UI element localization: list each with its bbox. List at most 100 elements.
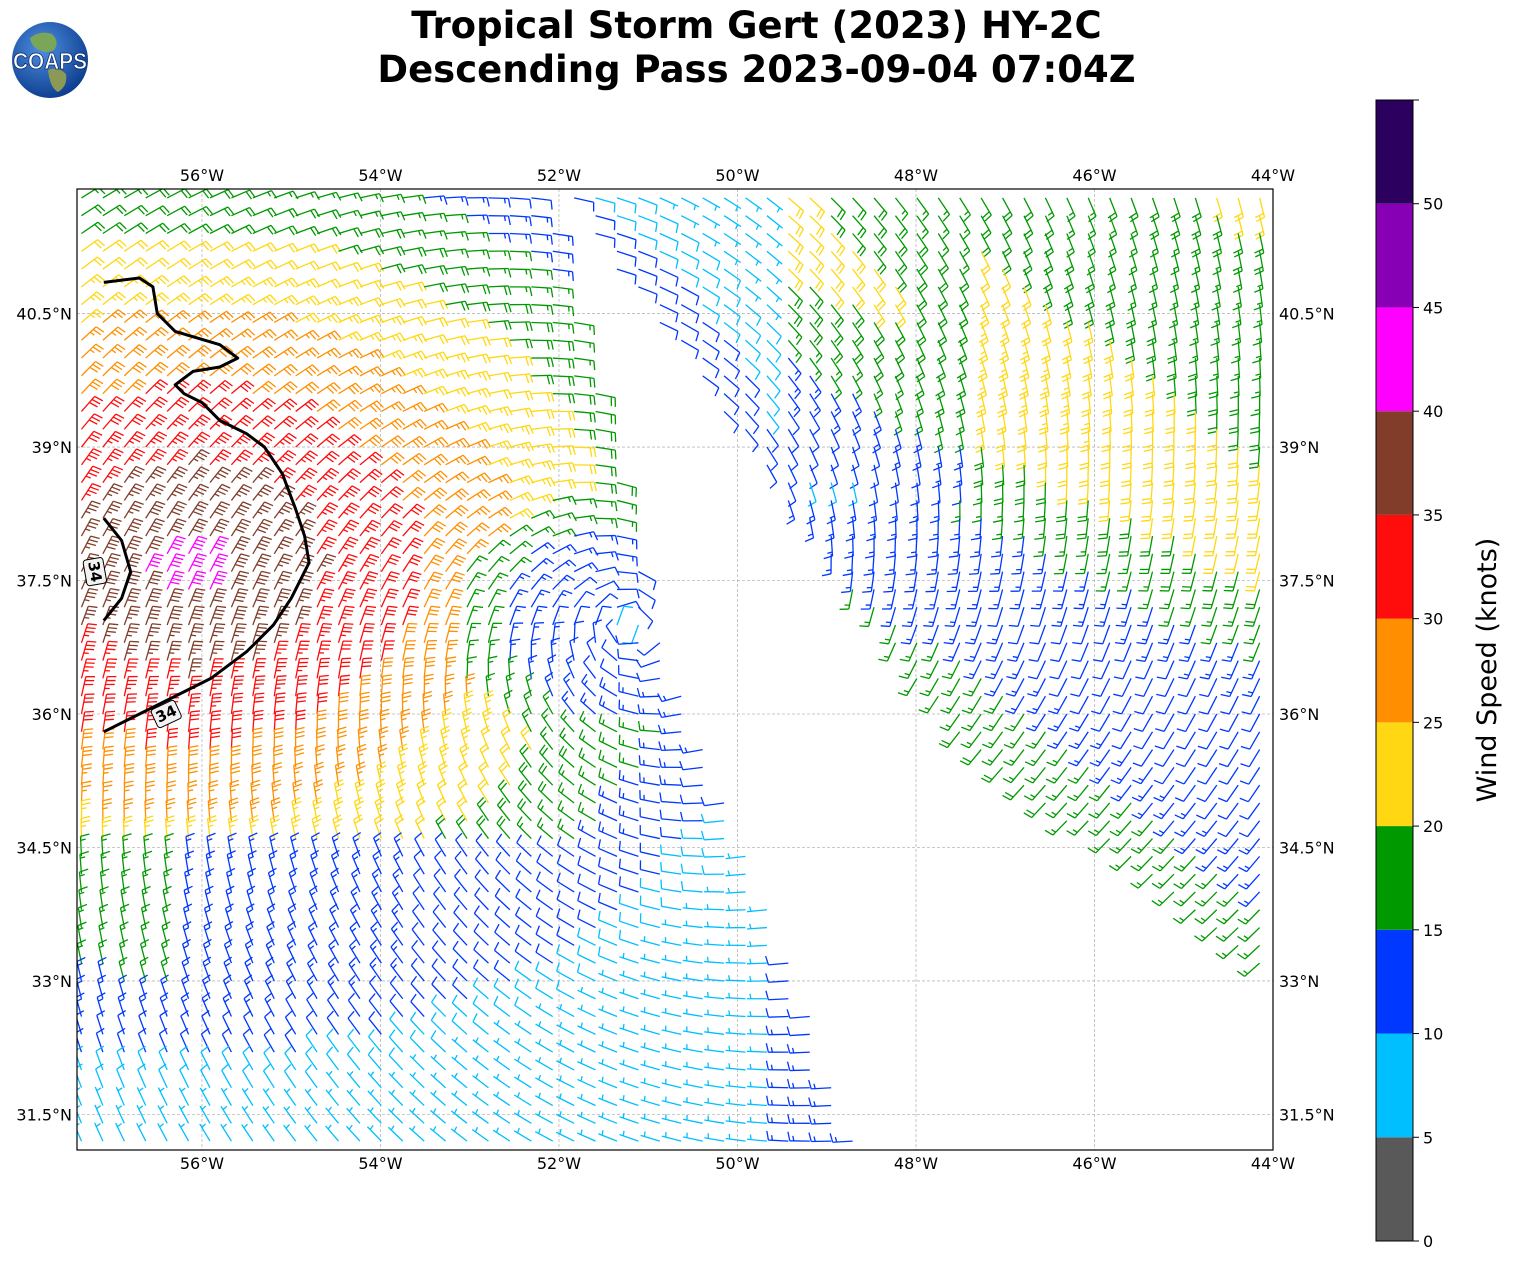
wind-barb — [574, 498, 598, 508]
wind-barb — [927, 535, 939, 559]
wind-barb — [509, 250, 533, 262]
wind-barb — [786, 1009, 810, 1019]
wind-barb — [242, 1045, 254, 1071]
wind-barb — [1238, 820, 1261, 838]
wind-barb — [1113, 660, 1132, 680]
wind-barb — [209, 710, 222, 732]
wind-barb — [431, 940, 447, 964]
wind-barb — [619, 1095, 639, 1107]
wind-barb — [166, 623, 183, 644]
wind-barb — [102, 309, 126, 323]
wind-barb — [472, 1055, 489, 1071]
wind-barb — [531, 426, 555, 437]
wind-barb — [380, 503, 404, 519]
wind-barb — [552, 445, 576, 456]
wind-barb — [702, 268, 721, 289]
wind-barb — [209, 293, 234, 306]
wind-barb — [1028, 642, 1047, 662]
wind-barb — [316, 347, 342, 359]
wind-barb — [230, 727, 242, 750]
wind-barb — [499, 743, 511, 768]
wind-barb — [77, 1027, 84, 1053]
wind-barb — [1087, 233, 1096, 258]
wind-barb — [209, 605, 227, 626]
wind-barb — [402, 656, 415, 679]
wind-barb — [704, 974, 725, 982]
wind-barb — [937, 268, 949, 294]
wind-barb — [1155, 713, 1175, 733]
wind-barb — [661, 1025, 682, 1035]
wind-barb — [531, 197, 553, 210]
wind-barb — [766, 197, 784, 213]
wind-barb — [829, 464, 839, 490]
wind-barb — [576, 963, 596, 982]
wind-barb — [359, 417, 384, 430]
wind-barb — [450, 1108, 468, 1124]
wind-barb — [786, 1061, 810, 1072]
lon-tick-label-bottom: 54°W — [358, 1154, 402, 1173]
wind-barb — [145, 240, 170, 252]
colorbar-tick-label: 50 — [1423, 195, 1443, 214]
wind-barb — [515, 870, 532, 893]
wind-barb — [304, 1088, 318, 1106]
wind-barb — [1050, 642, 1068, 662]
wind-barb — [267, 885, 277, 910]
wind-barb — [787, 1131, 810, 1142]
wind-barb — [1007, 624, 1025, 645]
wind-barb — [702, 375, 720, 397]
wind-barb — [488, 523, 512, 537]
wind-barb — [187, 658, 203, 679]
wind-barb — [273, 709, 285, 732]
wind-barb — [704, 1080, 725, 1089]
wind-barb — [1030, 589, 1047, 610]
wind-barb — [1020, 322, 1031, 347]
wind-barb — [402, 367, 428, 378]
wind-barb — [1134, 695, 1154, 715]
wind-barb — [514, 942, 532, 964]
wind-barb — [316, 588, 335, 608]
wind-barb — [467, 231, 491, 242]
wind-barb — [285, 992, 297, 1017]
wind-barb — [531, 509, 556, 519]
wind-barb — [471, 1126, 489, 1142]
wind-barb — [230, 380, 255, 395]
wind-barb — [1228, 429, 1239, 452]
wind-barb — [514, 996, 532, 1018]
colorbar-tick-label: 0 — [1423, 1232, 1433, 1251]
wind-barb — [1025, 713, 1046, 732]
wind-barb — [1112, 713, 1132, 732]
wind-barb — [990, 553, 1004, 575]
wind-barb — [274, 225, 299, 236]
wind-barb — [1191, 197, 1202, 223]
wind-barb — [295, 208, 320, 219]
wind-barb — [316, 313, 342, 324]
wind-barb — [574, 321, 595, 336]
wind-barb — [466, 489, 491, 501]
wind-barb — [359, 400, 384, 413]
wind-barb — [308, 885, 318, 910]
wind-barb — [445, 265, 470, 276]
wind-barb — [597, 946, 618, 964]
wind-barb — [916, 286, 928, 311]
wind-barb — [346, 1071, 361, 1089]
wind-barb — [445, 437, 470, 448]
wind-barb — [375, 778, 386, 804]
wind-barb — [460, 725, 471, 750]
wind-barb — [123, 204, 149, 217]
wind-barb — [80, 640, 97, 661]
wind-barb — [807, 482, 817, 507]
wind-barb — [680, 811, 703, 822]
wind-barb — [552, 528, 578, 537]
wind-barb — [725, 1027, 746, 1035]
wind-barb — [746, 1134, 767, 1142]
wind-barb — [552, 393, 576, 404]
wind-barb — [556, 1021, 575, 1035]
wind-barb — [314, 761, 325, 786]
wind-barb — [1000, 304, 1011, 329]
wind-barb — [659, 321, 679, 341]
wind-barb — [230, 588, 249, 608]
wind-barb — [949, 518, 961, 541]
wind-barb — [1189, 322, 1199, 347]
wind-barb — [638, 772, 660, 786]
wind-barb — [445, 317, 470, 329]
